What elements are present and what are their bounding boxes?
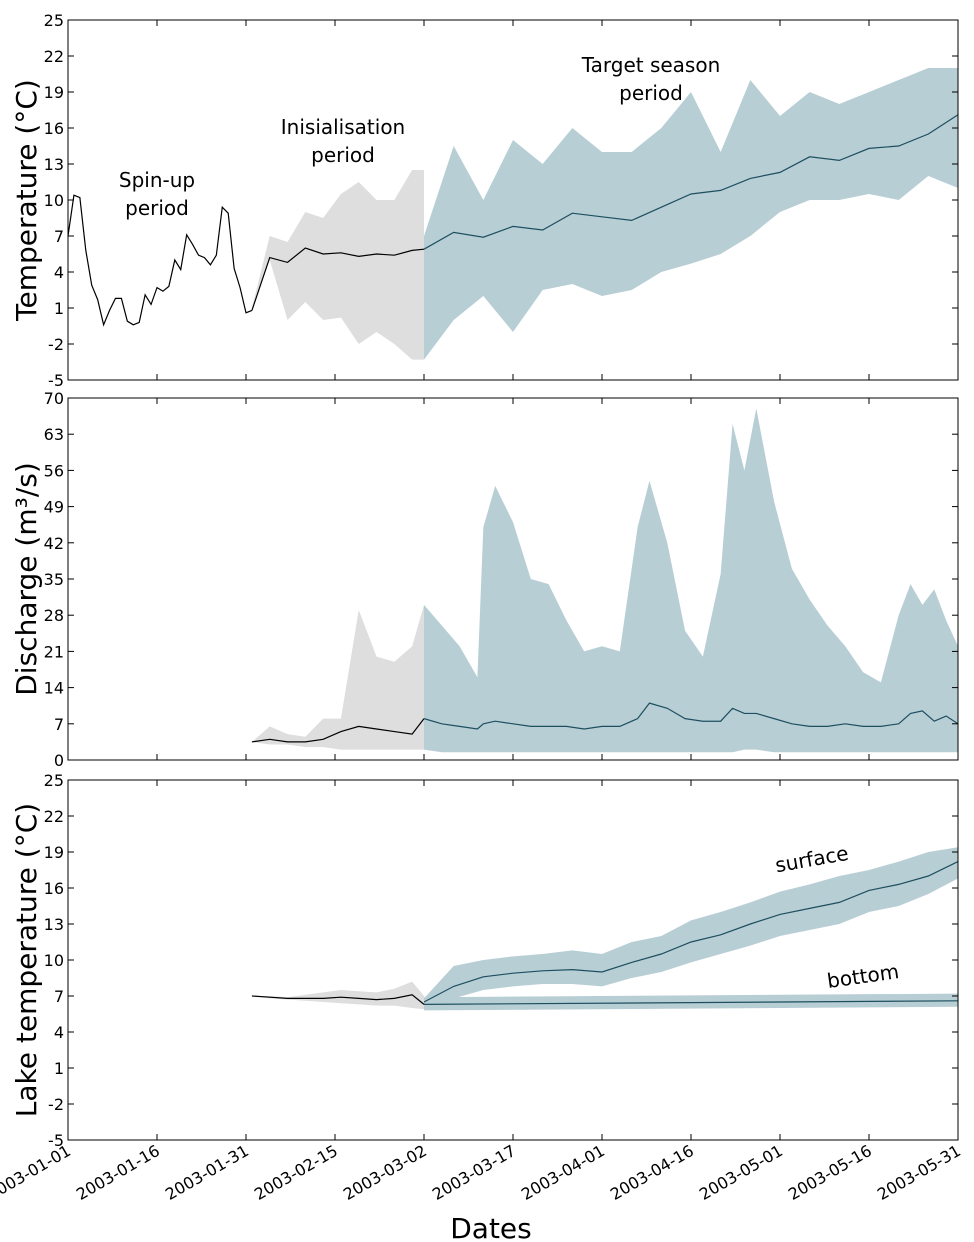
uncertainty-band [251,170,424,360]
x-tick-label: 2003-03-17 [429,1141,519,1204]
y-tick-label: 22 [44,807,64,826]
panel: -5 -2 1 4 7 10 13 16 19 22 25 Temperature (°C) Spin-… [10,11,959,390]
y-tick-label: 10 [44,191,64,210]
annotation: Target season [581,53,721,77]
y-tick-label: 28 [44,606,64,625]
x-tick-label: 2003-01-01 [0,1141,74,1204]
y-tick-label: 42 [44,534,64,553]
uncertainty-band [251,604,424,750]
y-tick-label: 1 [54,299,64,318]
y-tick-label: 21 [44,642,64,661]
y-tick-label: 7 [54,987,64,1006]
y-tick-label: -2 [48,335,64,354]
mean-line [67,194,253,327]
mean-line [423,702,959,730]
y-tick-label: 35 [44,570,64,589]
annotation: period [311,143,375,167]
y-tick-label: 4 [54,1023,64,1042]
y-axis-label: Temperature (°C) [10,79,43,322]
y-tick-label: 16 [44,119,64,138]
y-axis-label: Lake temperature (°C) [10,803,43,1117]
y-tick-label: -2 [48,1095,64,1114]
x-tick-label: 2003-04-16 [607,1141,697,1204]
mean-line [251,247,425,311]
y-tick-label: 0 [54,751,64,770]
x-tick-label: 2003-02-15 [251,1141,341,1204]
y-tick-label: 13 [44,155,64,174]
x-tick-label: 2003-05-16 [785,1141,875,1204]
x-axis-label: Dates [450,1212,532,1242]
uncertainty-band [251,981,424,1010]
x-tick-label: 2003-01-31 [162,1141,252,1204]
mean-line [251,718,425,743]
y-tick-label: 70 [44,389,64,408]
x-tick-label: 2003-05-31 [874,1141,964,1204]
y-tick-label: 19 [44,843,64,862]
x-tick-label: 2003-01-16 [73,1141,163,1204]
y-tick-label: 1 [54,1059,64,1078]
uncertainty-band [424,68,958,360]
annotation: Inisialisation [281,115,405,139]
annotation: period [125,196,189,220]
uncertainty-band [424,408,958,753]
y-tick-label: 13 [44,915,64,934]
y-tick-label: 14 [44,679,64,698]
mean-line [251,994,425,1005]
y-tick-label: 63 [44,425,64,444]
y-axis-label: Discharge (m³/s) [10,462,43,696]
panel: -5-21471013161922252003-01-012003-01-162… [0,771,964,1242]
y-tick-label: 16 [44,879,64,898]
mean-line [423,114,959,250]
annotation: period [619,81,683,105]
y-tick-label: 19 [44,83,64,102]
y-tick-label: 7 [54,715,64,734]
y-tick-label: 49 [44,498,64,517]
x-tick-label: 2003-05-01 [696,1141,786,1204]
y-tick-label: -5 [48,371,64,390]
mean-line [423,861,959,1003]
annotation: bottom [826,959,901,993]
y-tick-label: 22 [44,47,64,66]
y-tick-label: 7 [54,227,64,246]
y-tick-label: -5 [48,1131,64,1150]
annotation: surface [773,841,850,877]
uncertainty-band [424,847,958,1008]
panel: 0 7 14 21 28 35 42 49 56 63 70 Discharge (m³/s) [10,389,959,770]
y-tick-label: 4 [54,263,64,282]
mean-line [423,1000,959,1005]
y-tick-label: 10 [44,951,64,970]
annotation: Spin-up [119,168,195,192]
y-tick-label: 25 [44,11,64,30]
x-tick-label: 2003-04-01 [518,1141,608,1204]
y-tick-label: 25 [44,771,64,790]
uncertainty-band [424,993,958,1011]
x-tick-label: 2003-03-02 [340,1141,430,1204]
y-tick-label: 56 [44,461,64,480]
